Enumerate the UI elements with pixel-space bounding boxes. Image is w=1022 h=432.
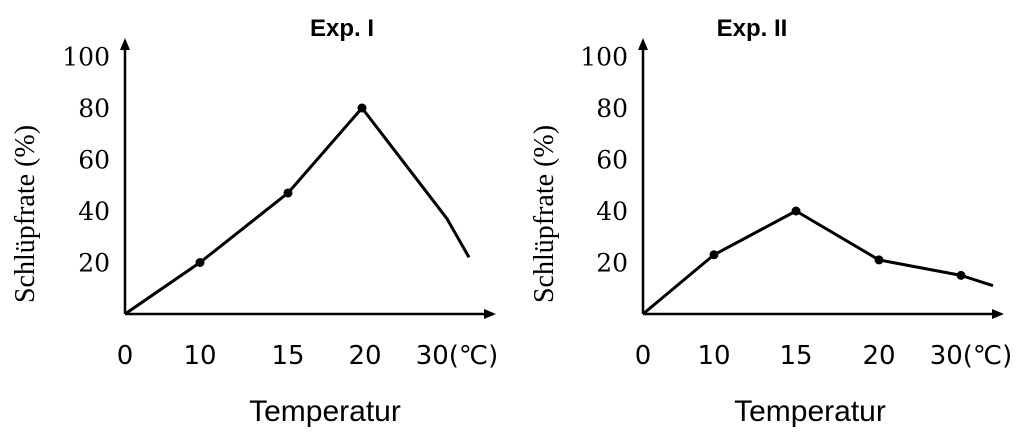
data-point — [956, 270, 966, 280]
chart-title: Exp. I — [310, 15, 374, 42]
y-tick-label: 100 — [580, 43, 628, 72]
y-tick-label: 40 — [596, 197, 628, 226]
y-axis-label: Schlüpfrate (%) — [10, 125, 41, 303]
y-axis-label: Schlüpfrate (%) — [529, 125, 560, 303]
series-line — [124, 106, 471, 316]
chart-panel-exp-1: Exp. I Schlüpfrate (%) Temperatur 20 40 60… — [10, 15, 498, 428]
y-axis-arrow — [638, 38, 648, 50]
y-axis-arrow — [120, 38, 130, 50]
y-tick-label: 40 — [78, 197, 110, 226]
chart-title: Exp. II — [717, 15, 788, 42]
data-point — [283, 188, 293, 198]
x-tick-label: 10 — [183, 341, 216, 371]
x-axis-label: Temperatur — [734, 395, 886, 428]
x-tick-label: 20 — [348, 341, 381, 371]
series-line — [642, 209, 994, 316]
x-tick-label: 0 — [117, 341, 134, 371]
x-axis-arrow — [484, 309, 496, 319]
y-tick-label: 20 — [596, 249, 628, 278]
y-tick-label: 80 — [78, 94, 110, 123]
x-axis-arrow — [992, 309, 1004, 319]
chart-panel-exp-2: Exp. II Schlüpfrate (%) Temperatur 20 40 6… — [529, 15, 1012, 428]
x-tick-label: 30(℃) — [930, 341, 1013, 371]
x-tick-label: 30(℃) — [416, 341, 499, 371]
x-tick-label: 15 — [271, 341, 304, 371]
y-tick-label: 60 — [596, 146, 628, 175]
y-tick-label: 100 — [62, 43, 110, 72]
data-point — [709, 250, 719, 260]
x-tick-label: 0 — [635, 341, 652, 371]
x-tick-label: 10 — [697, 341, 730, 371]
data-point — [874, 255, 884, 265]
data-point — [791, 206, 801, 216]
x-axis-label: Temperatur — [249, 395, 401, 428]
data-point — [195, 258, 205, 267]
y-tick-label: 60 — [78, 146, 110, 175]
y-tick-label: 80 — [596, 94, 628, 123]
y-tick-label: 20 — [78, 249, 110, 278]
x-tick-label: 20 — [862, 341, 895, 371]
x-tick-label: 15 — [779, 341, 812, 371]
data-point — [357, 103, 367, 113]
